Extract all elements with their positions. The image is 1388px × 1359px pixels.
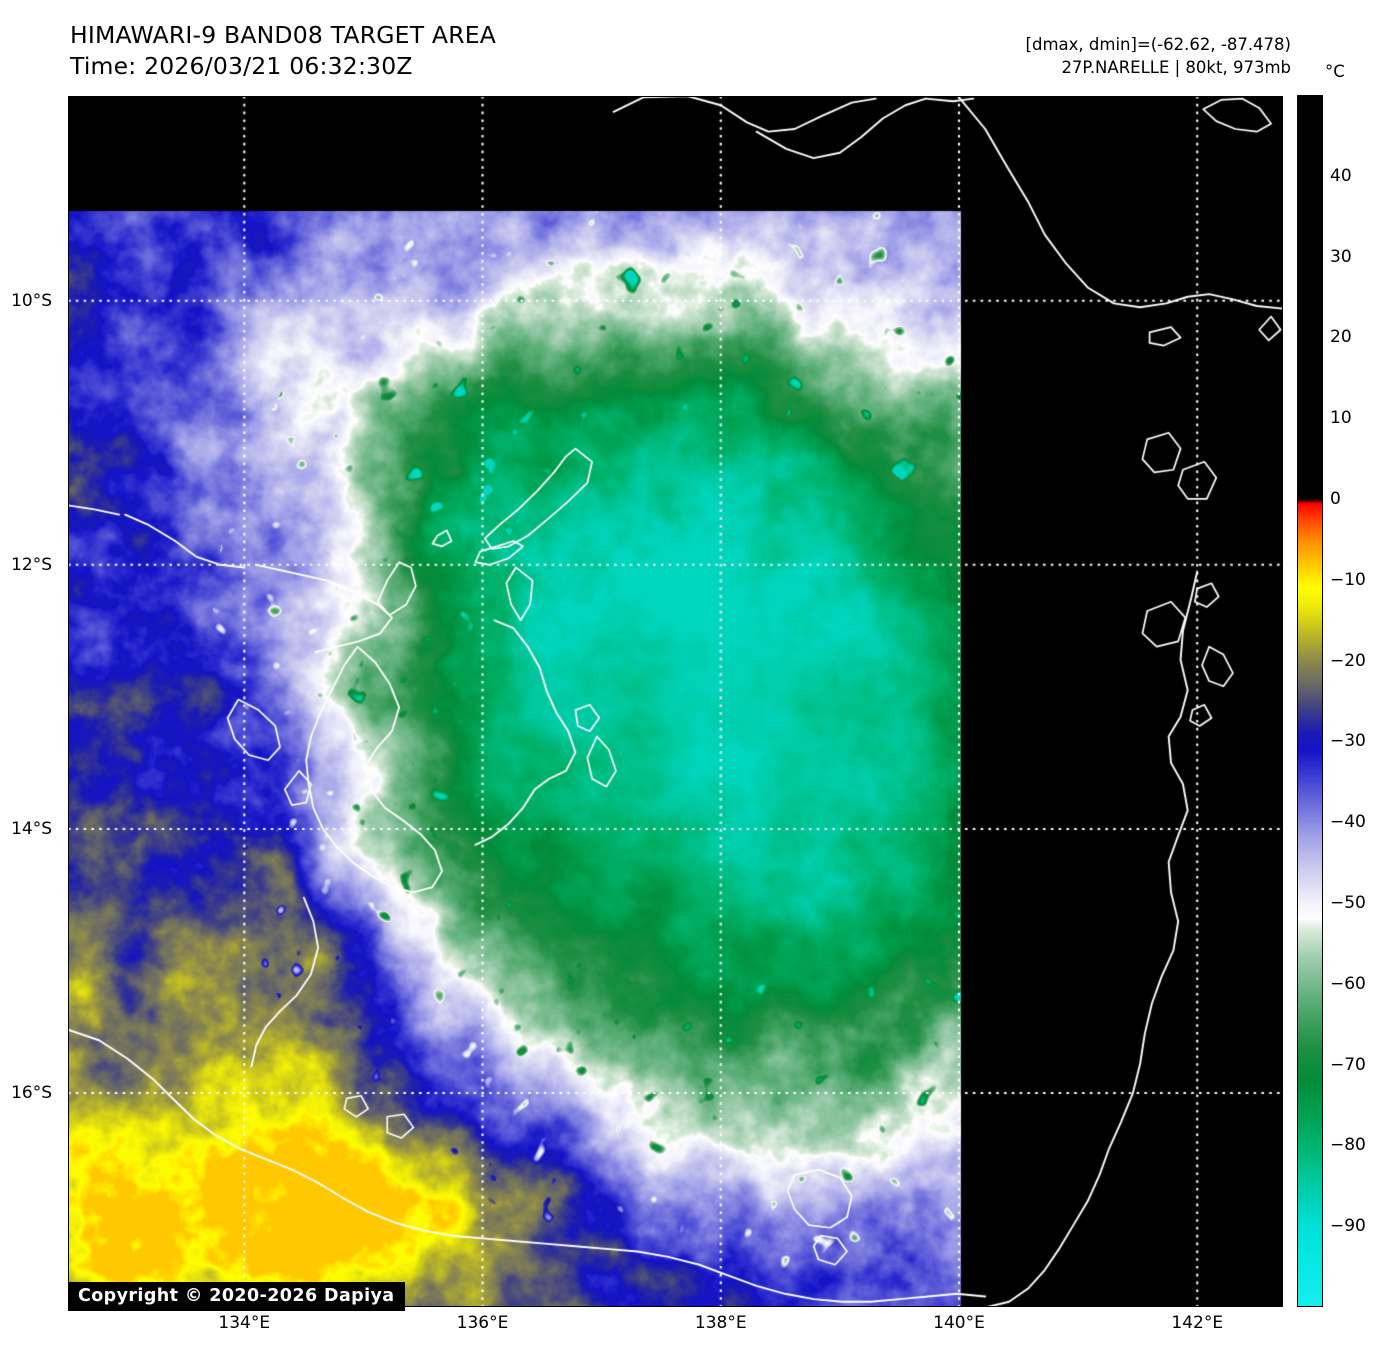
- colorbar-unit-label: °C: [1325, 62, 1345, 81]
- colorbar-tick-label: −30: [1330, 731, 1366, 752]
- colorbar-canvas: [1298, 96, 1322, 1306]
- dminmax-text: [dmax, dmin]=(-62.62, -87.478): [1025, 35, 1291, 54]
- colorbar-tick-label: 30: [1330, 246, 1352, 267]
- copyright-watermark: Copyright © 2020-2026 Dapiya: [68, 1282, 405, 1311]
- lon-tick-label: 142°E: [1171, 1313, 1224, 1333]
- colorbar-tick-label: 10: [1330, 408, 1352, 429]
- map-canvas: [68, 96, 1283, 1307]
- colorbar-tick-label: −90: [1330, 1216, 1366, 1237]
- colorbar-tick-label: −40: [1330, 812, 1366, 833]
- colorbar-tick-label: 0: [1330, 489, 1341, 509]
- colorbar-tick-label: 20: [1330, 327, 1352, 348]
- page-title: HIMAWARI-9 BAND08 TARGET AREA Time: 2026…: [70, 20, 496, 82]
- lon-tick-label: 136°E: [456, 1313, 509, 1333]
- time-text: Time: 2026/03/21 06:32:30Z: [70, 52, 413, 80]
- colorbar-tick-label: 40: [1330, 165, 1352, 186]
- colorbar-tick-label: −50: [1330, 893, 1366, 913]
- storm-info-text: 27P.NARELLE | 80kt, 973mb: [1061, 58, 1291, 77]
- lon-tick-label: 138°E: [694, 1313, 747, 1333]
- colorbar-tick-label: −80: [1330, 1135, 1366, 1156]
- lat-tick-label: 14°S: [11, 818, 52, 839]
- lat-tick-label: 12°S: [11, 554, 52, 575]
- lon-tick-label: 140°E: [933, 1313, 985, 1333]
- satellite-map[interactable]: [68, 96, 1283, 1307]
- colorbar-tick-label: −20: [1330, 650, 1366, 671]
- lat-tick-label: 16°S: [11, 1083, 52, 1104]
- title-text: HIMAWARI-9 BAND08 TARGET AREA: [70, 21, 497, 49]
- lat-tick-label: 10°S: [11, 290, 52, 311]
- colorbar: [1297, 95, 1323, 1307]
- colorbar-tick-label: −60: [1330, 973, 1366, 994]
- colorbar-tick-label: −70: [1330, 1054, 1366, 1075]
- metadata-block: [dmax, dmin]=(-62.62, -87.478) 27P.NAREL…: [1026, 33, 1291, 79]
- lon-tick-label: 134°E: [218, 1313, 271, 1333]
- colorbar-tick-label: −10: [1330, 569, 1366, 590]
